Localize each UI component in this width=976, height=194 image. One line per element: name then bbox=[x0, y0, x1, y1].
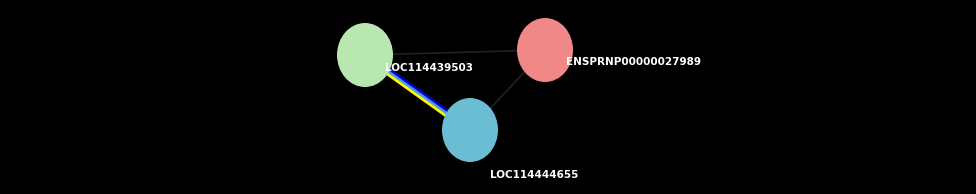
Ellipse shape bbox=[337, 23, 393, 87]
Text: LOC114444655: LOC114444655 bbox=[490, 170, 579, 180]
Ellipse shape bbox=[442, 98, 498, 162]
Ellipse shape bbox=[517, 18, 573, 82]
Text: LOC114439503: LOC114439503 bbox=[385, 63, 473, 73]
Text: ENSPRNP00000027989: ENSPRNP00000027989 bbox=[566, 57, 701, 67]
